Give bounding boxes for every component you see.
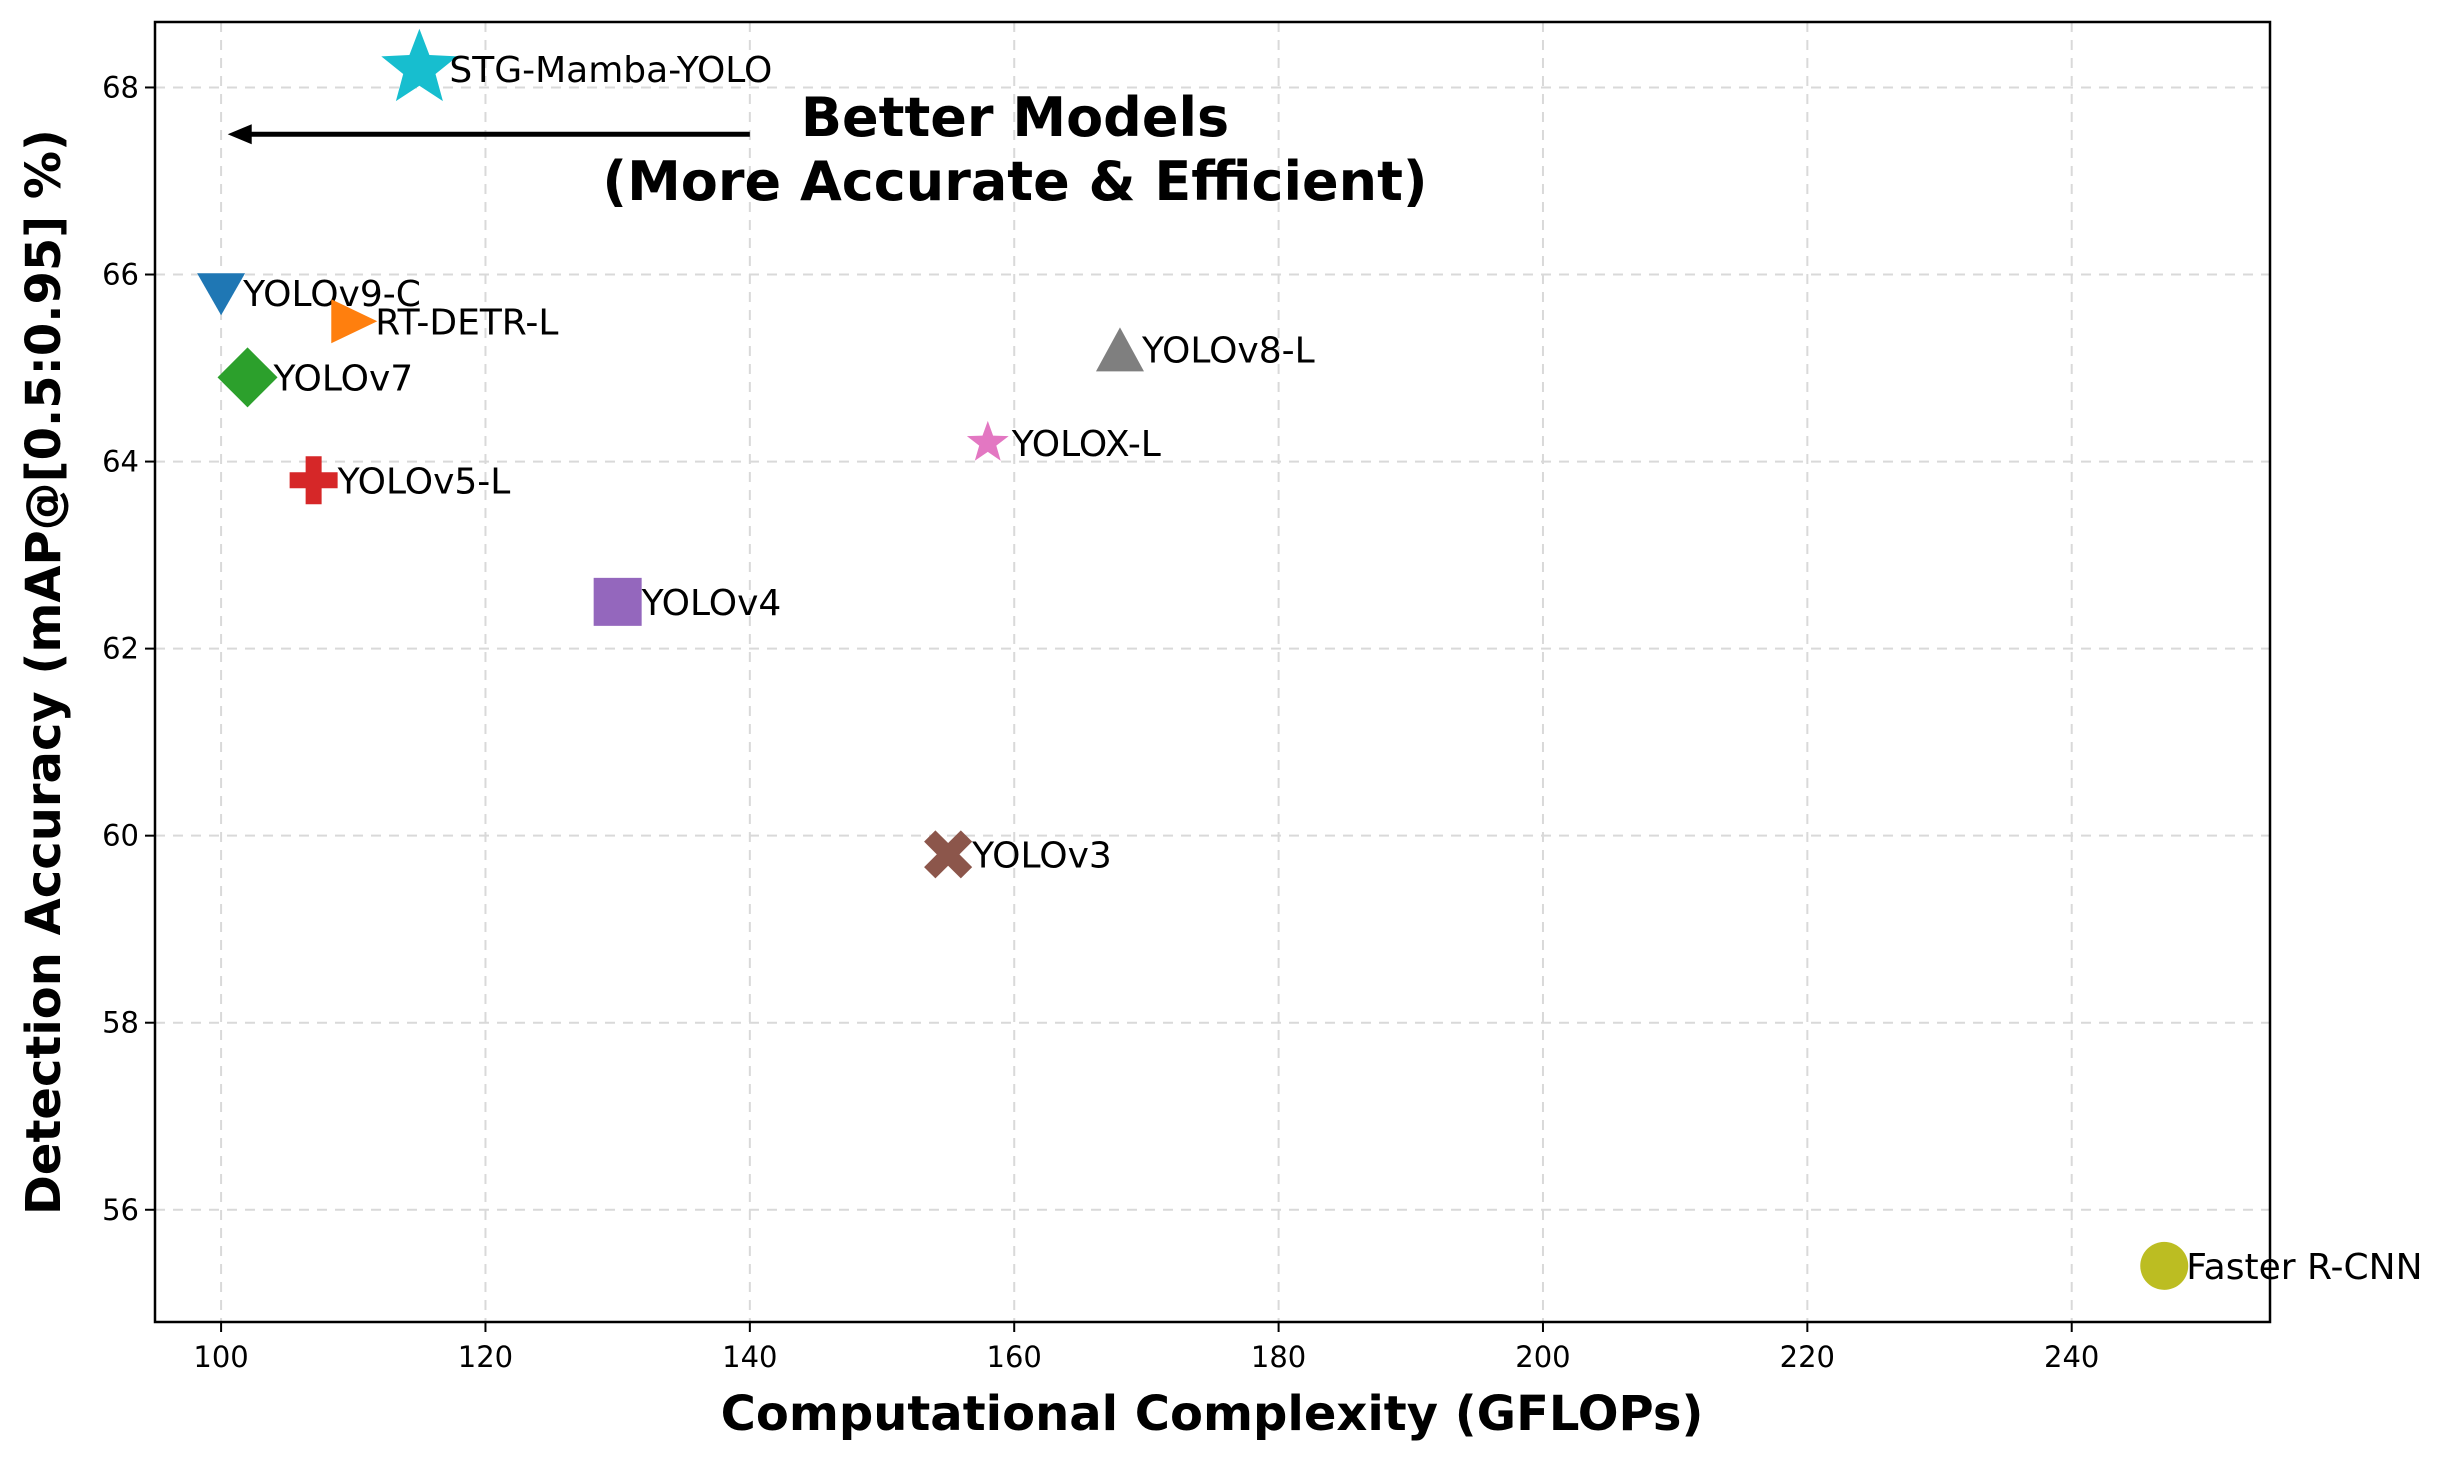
y-tick-label: 60 xyxy=(102,819,139,853)
point-yolov5-l-label: YOLOv5-L xyxy=(337,461,511,502)
y-tick-label: 68 xyxy=(102,70,139,104)
point-yolov8-l xyxy=(1095,327,1144,372)
y-tick-label: 62 xyxy=(102,632,139,666)
better-models-arrow-head xyxy=(227,124,252,145)
x-axis-title: Computational Complexity (GFLOPs) xyxy=(721,1386,1704,1442)
y-axis-title: Detection Accuracy (mAP@[0.5:0.95] %) xyxy=(16,129,72,1215)
point-stg-mamba-yolo xyxy=(381,28,458,102)
x-tick-label: 120 xyxy=(458,1340,513,1374)
point-stg-mamba-yolo-label: STG-Mamba-YOLO xyxy=(449,50,772,91)
x-tick-label: 100 xyxy=(193,1340,248,1374)
point-yolov9-c xyxy=(197,273,246,316)
ticks-layer: 100 120 140 160 180 200 220 240 56 58 60 62 64 66 68 xyxy=(102,70,2099,1374)
y-tick-label: 66 xyxy=(102,258,139,292)
point-yolox-l-label: YOLOX-L xyxy=(1011,424,1161,465)
point-yolov4 xyxy=(593,577,642,626)
points-layer: STG-Mamba-YOLOYOLOv9-CRT-DETR-LYOLOv7YOL… xyxy=(197,28,2423,1290)
x-tick-label: 220 xyxy=(1780,1340,1835,1374)
point-yolov5-l xyxy=(289,456,338,505)
point-yolov3 xyxy=(924,830,973,879)
point-yolov8-l-label: YOLOv8-L xyxy=(1141,330,1315,371)
point-yolox-l xyxy=(966,420,1009,461)
point-rt-detr-l-label: RT-DETR-L xyxy=(375,302,558,343)
point-yolov4-label: YOLOv4 xyxy=(641,583,782,624)
x-tick-label: 140 xyxy=(722,1340,777,1374)
x-tick-label: 240 xyxy=(2044,1340,2099,1374)
x-tick-label: 160 xyxy=(987,1340,1042,1374)
grid-layer xyxy=(155,22,2270,1322)
y-tick-label: 58 xyxy=(102,1006,139,1040)
point-yolov7 xyxy=(217,347,278,408)
plot-frame xyxy=(153,20,2272,1324)
y-tick-label: 64 xyxy=(102,445,139,479)
point-rt-detr-l xyxy=(331,299,378,344)
x-tick-label: 200 xyxy=(1515,1340,1570,1374)
y-tick-label: 56 xyxy=(102,1193,139,1227)
point-yolov3-label: YOLOv3 xyxy=(971,835,1112,876)
point-faster-r-cnn-label: Faster R-CNN xyxy=(2186,1247,2422,1288)
point-yolov7-label: YOLOv7 xyxy=(273,358,414,399)
x-tick-label: 180 xyxy=(1251,1340,1306,1374)
annotation-line-2: (More Accurate & Efficient) xyxy=(602,150,1427,213)
annotation-line-1: Better Models xyxy=(801,86,1229,149)
annotation: Better Models (More Accurate & Efficient… xyxy=(227,86,1428,213)
point-faster-r-cnn xyxy=(2140,1241,2189,1290)
